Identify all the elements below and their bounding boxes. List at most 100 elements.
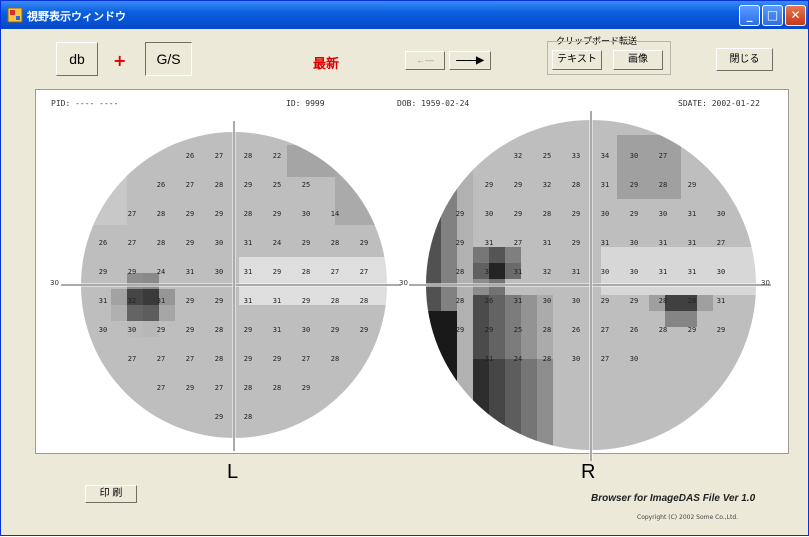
title-bar[interactable]: 視野表示ウィンドウ _ □ ✕ (1, 1, 808, 29)
patient-id: PID: ---- ---- (51, 99, 119, 108)
right-field-value: 30 (572, 297, 580, 305)
left-field-value: 29 (331, 326, 339, 334)
right-field-value: 34 (601, 152, 609, 160)
right-field-value: 29 (717, 326, 725, 334)
left-field-value: 29 (128, 268, 136, 276)
right-field-value: 31 (659, 239, 667, 247)
copyright: Copyright (C) 2002 Some Co.,Ltd. (637, 514, 739, 521)
left-field-value: 27 (302, 355, 310, 363)
left-axis-label-left: 30 (50, 279, 59, 287)
right-field-value: 27 (601, 326, 609, 334)
right-field-value: 28 (572, 181, 580, 189)
left-field-value: 14 (331, 210, 339, 218)
right-field-value: 29 (688, 181, 696, 189)
right-field-value: 29 (572, 239, 580, 247)
right-field-value: 31 (485, 355, 493, 363)
right-field-value: 29 (688, 326, 696, 334)
right-field-value: 28 (659, 326, 667, 334)
left-field-value: 28 (273, 384, 281, 392)
right-field-value: 30 (543, 297, 551, 305)
right-field-value: 33 (572, 152, 580, 160)
left-field-value: 28 (244, 413, 252, 421)
left-field-value: 26 (186, 152, 194, 160)
left-field-value: 30 (302, 326, 310, 334)
exam-date: SDATE: 2002-01-22 (678, 99, 760, 108)
left-field-value: 29 (244, 355, 252, 363)
close-window-button[interactable]: ✕ (785, 5, 806, 26)
left-field-value: 29 (215, 210, 223, 218)
right-field-value: 29 (630, 297, 638, 305)
next-button[interactable]: ——▶ (449, 51, 491, 70)
maximize-button[interactable]: □ (762, 5, 783, 26)
right-field-value: 30 (630, 355, 638, 363)
left-field-value: 28 (331, 297, 339, 305)
exam-id: ID: 9999 (286, 99, 325, 108)
right-axis-label-right: 30 (761, 279, 770, 287)
right-field-value: 29 (485, 326, 493, 334)
birth-date: DOB: 1959-02-24 (397, 99, 470, 108)
close-button[interactable]: 閉じる (716, 48, 773, 71)
left-field-value: 24 (273, 239, 281, 247)
left-field-value: 31 (186, 268, 194, 276)
left-field-value: 29 (215, 297, 223, 305)
left-field-value: 27 (186, 181, 194, 189)
left-field-value: 29 (186, 326, 194, 334)
previous-button[interactable]: ←— (405, 51, 445, 70)
right-eye-label: R (581, 461, 596, 483)
right-field-value: 31 (688, 239, 696, 247)
left-field-value: 29 (186, 297, 194, 305)
right-field-value: 27 (659, 152, 667, 160)
left-field-value: 28 (157, 239, 165, 247)
right-field-value: 29 (456, 326, 464, 334)
right-field-value: 31 (514, 268, 522, 276)
copy-text-button[interactable]: テキスト (552, 50, 602, 70)
left-field-value: 30 (215, 239, 223, 247)
copy-image-button[interactable]: 画像 (613, 50, 663, 70)
left-field-value: 27 (128, 239, 136, 247)
print-button[interactable]: 印 刷 (85, 485, 137, 503)
left-field-value: 27 (186, 355, 194, 363)
left-field-value: 27 (157, 355, 165, 363)
left-field-value: 27 (157, 384, 165, 392)
left-field-value: 31 (99, 297, 107, 305)
left-field-value: 27 (215, 384, 223, 392)
right-field-value: 24 (514, 355, 522, 363)
right-field-value: 26 (485, 297, 493, 305)
right-field-value: 31 (485, 239, 493, 247)
gs-button[interactable]: G/S (145, 42, 192, 76)
left-field-value: 29 (186, 239, 194, 247)
right-field-value: 32 (543, 268, 551, 276)
left-field-value: 28 (302, 268, 310, 276)
right-field-value: 31 (572, 268, 580, 276)
left-field-value: 29 (302, 239, 310, 247)
left-field-value: 28 (215, 355, 223, 363)
right-field-value: 31 (717, 297, 725, 305)
right-field-value: 30 (485, 210, 493, 218)
left-field-value: 31 (273, 297, 281, 305)
right-field-value: 29 (572, 210, 580, 218)
left-field-value: 30 (99, 326, 107, 334)
left-field-value: 28 (215, 181, 223, 189)
right-field-value: 30 (601, 268, 609, 276)
right-field-value: 26 (572, 326, 580, 334)
left-field-value: 31 (244, 297, 252, 305)
left-field-value: 28 (331, 239, 339, 247)
right-field-value: 30 (717, 268, 725, 276)
left-field-value: 30 (215, 268, 223, 276)
left-field-value: 27 (331, 268, 339, 276)
right-field-greyscale (426, 120, 756, 450)
left-field-value: 29 (244, 181, 252, 189)
window-title: 視野表示ウィンドウ (27, 10, 126, 23)
minimize-button[interactable]: _ (739, 5, 760, 26)
right-field-value: 28 (543, 326, 551, 334)
db-button[interactable]: db (56, 42, 98, 76)
left-field-value: 25 (273, 181, 281, 189)
left-axis-label-right: 30 (399, 279, 408, 287)
right-field-value: 32 (543, 181, 551, 189)
clipboard-group-label: クリップボード転送 (556, 37, 638, 47)
right-field-value: 31 (485, 268, 493, 276)
left-field-value: 27 (128, 210, 136, 218)
right-field-value: 31 (688, 268, 696, 276)
